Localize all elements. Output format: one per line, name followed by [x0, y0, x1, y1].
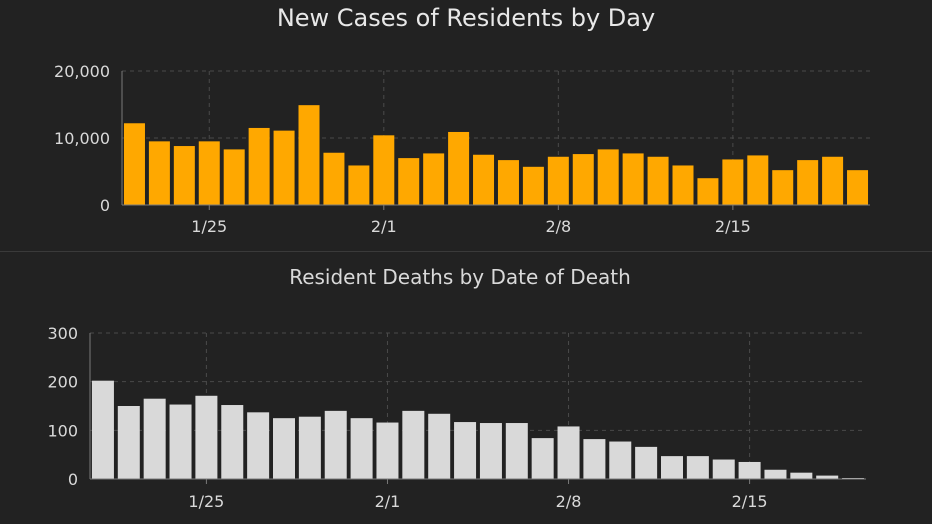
x-tick-label: 1/25 [191, 217, 227, 236]
bar [816, 475, 839, 479]
bar [373, 135, 395, 205]
y-tick-label: 0 [100, 196, 110, 215]
bar [298, 105, 320, 205]
bar [273, 418, 295, 479]
bar [428, 413, 451, 479]
bar [497, 160, 519, 205]
bar [686, 456, 709, 479]
y-tick-label: 20,000 [54, 62, 110, 81]
y-tick-label: 300 [47, 324, 78, 343]
bar [747, 155, 769, 205]
bar [348, 165, 370, 205]
y-tick-label: 0 [68, 470, 78, 489]
bar [672, 165, 694, 205]
bar [350, 418, 373, 479]
bar [790, 472, 813, 479]
bar [173, 146, 195, 205]
x-tick-label: 2/15 [715, 217, 751, 236]
chart-divider [0, 251, 932, 252]
bar [772, 170, 794, 205]
bar [764, 469, 787, 479]
chart-title: New Cases of Residents by Day [277, 4, 655, 32]
bar [247, 412, 270, 479]
bar [583, 439, 606, 479]
bar [522, 166, 544, 205]
bar [712, 459, 735, 479]
x-tick-label: 2/15 [732, 492, 768, 511]
bar [298, 416, 321, 479]
bar [797, 160, 819, 205]
resident-deaths-chart: Resident Deaths by Date of Death 0 100 200… [47, 265, 866, 511]
bar [822, 156, 844, 205]
x-tick-label: 2/8 [556, 492, 582, 511]
bar [423, 153, 445, 205]
bar [454, 422, 477, 479]
bar [635, 446, 658, 479]
y-tick-label: 200 [47, 373, 78, 392]
bar [143, 398, 166, 479]
bar [547, 156, 569, 205]
bar [273, 130, 295, 205]
bar [221, 405, 244, 479]
bar [398, 158, 420, 205]
x-tick-label: 2/8 [545, 217, 571, 236]
chart-title: Resident Deaths by Date of Death [289, 265, 631, 289]
bar [609, 441, 632, 479]
bar [91, 380, 114, 479]
bar [572, 154, 594, 205]
bar [697, 178, 719, 205]
bar [376, 422, 399, 479]
x-tick-label: 1/25 [188, 492, 224, 511]
x-tick-label: 2/1 [375, 492, 401, 511]
bar [169, 404, 192, 479]
bar [722, 159, 744, 205]
bar [661, 456, 683, 479]
y-tick-label: 10,000 [54, 129, 110, 148]
bar [847, 170, 869, 205]
bar [505, 423, 528, 479]
bar [479, 423, 502, 479]
bar [195, 395, 218, 479]
bar [647, 156, 669, 205]
bar [448, 131, 470, 205]
bar [557, 426, 580, 479]
bar [123, 123, 145, 205]
bar [117, 406, 140, 479]
y-tick-label: 100 [47, 421, 78, 440]
bar [531, 438, 554, 479]
bar [324, 410, 347, 479]
bar [198, 141, 220, 205]
new-cases-chart: New Cases of Residents by Day 0 10,000 20,… [54, 4, 870, 236]
bar [148, 141, 170, 205]
bar [622, 153, 644, 205]
bar [402, 410, 425, 479]
x-tick-label: 2/1 [371, 217, 397, 236]
bar [473, 154, 495, 205]
bar [248, 127, 270, 205]
bar [223, 149, 245, 205]
bar [738, 461, 761, 479]
bar [323, 152, 345, 205]
bar [597, 149, 619, 205]
